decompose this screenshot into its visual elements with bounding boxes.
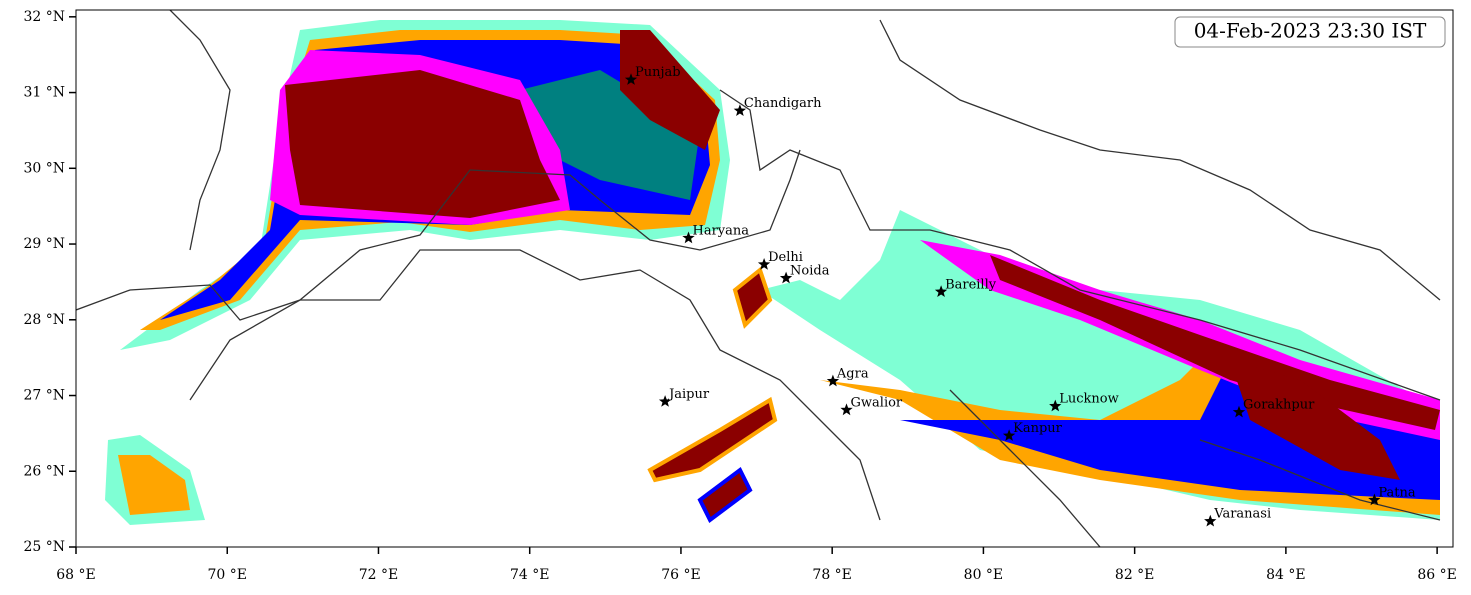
x-tick-label: 82 °E [1115, 567, 1154, 583]
city-marker [826, 374, 840, 387]
precipitation-field [105, 20, 1440, 525]
timestamp-box [1174, 16, 1446, 48]
city-marker [624, 73, 638, 85]
city-marker [1368, 493, 1381, 506]
city-label: Kanpur [1013, 421, 1063, 436]
plot-frame [75, 9, 1454, 548]
city-label: Bareilly [945, 277, 997, 292]
x-tick-label: 70 °E [207, 567, 246, 583]
city-marker [840, 403, 853, 416]
y-tick-label: 30 °N [23, 160, 65, 176]
x-tick-label: 86 °E [1417, 567, 1456, 583]
city-marker [682, 231, 695, 244]
y-tick-label: 32 °N [23, 9, 65, 25]
city-label: Patna [1378, 486, 1416, 501]
y-tick-label: 25 °N [23, 539, 65, 555]
city-label: Lucknow [1059, 392, 1119, 407]
x-tick-label: 84 °E [1266, 567, 1305, 583]
y-tick-label: 29 °N [23, 236, 65, 252]
y-tick-label: 28 °N [23, 312, 65, 328]
city-marker [757, 258, 771, 270]
x-tick-label: 74 °E [510, 567, 549, 583]
city-marker [779, 271, 793, 284]
city-label: Punjab [635, 65, 681, 80]
city-label: Gwalior [851, 395, 903, 410]
city-label: Jaipur [667, 387, 710, 402]
city-label: Noida [790, 264, 830, 279]
x-tick-label: 80 °E [964, 567, 1003, 583]
city-label: Haryana [693, 223, 750, 238]
city-label: Gorakhpur [1243, 398, 1315, 413]
city-marker [934, 285, 948, 297]
city-label: Delhi [768, 250, 803, 265]
city-marker [1232, 405, 1246, 418]
city-marker [1204, 514, 1217, 527]
city-marker [1049, 399, 1062, 412]
y-tick-label: 27 °N [23, 388, 65, 404]
x-tick-label: 78 °E [812, 567, 851, 583]
city-marker [733, 104, 747, 116]
city-marker [658, 395, 672, 407]
timestamp: 04-Feb-2023 23:30 IST [1194, 19, 1427, 43]
x-tick-label: 72 °E [359, 567, 398, 583]
boundaries [76, 10, 1441, 547]
city-marker [1002, 429, 1016, 441]
y-tick-label: 26 °N [23, 463, 65, 479]
x-tick-label: 76 °E [661, 567, 700, 583]
x-tick-label: 68 °E [56, 567, 95, 583]
y-tick-label: 31 °N [23, 85, 65, 101]
city-label: Chandigarh [744, 96, 822, 111]
city-label: Varanasi [1213, 507, 1271, 522]
city-label: Agra [836, 367, 869, 382]
